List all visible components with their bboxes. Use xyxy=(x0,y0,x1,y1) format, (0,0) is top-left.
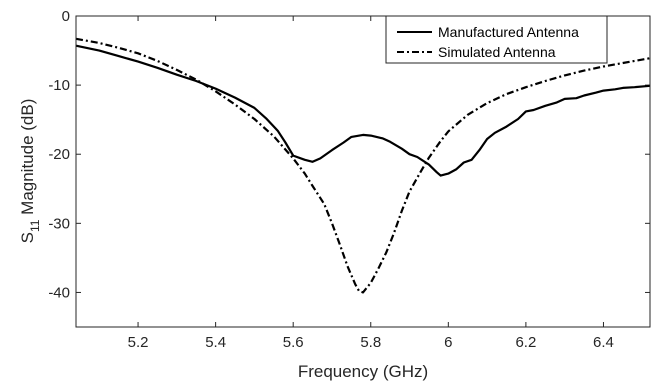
y-axis-label-suffix: Magnitude (dB) xyxy=(18,99,37,220)
y-tick-label: -40 xyxy=(48,284,70,301)
y-tick-label: -10 xyxy=(48,77,70,94)
x-tick-label: 5.8 xyxy=(360,334,381,351)
legend-box xyxy=(385,15,608,64)
series-line-manufactured xyxy=(75,44,651,177)
legend-label-simulated: Simulated Antenna xyxy=(438,44,556,60)
x-tick-label: 6.4 xyxy=(593,334,614,351)
y-axis-label: S11 Magnitude (dB) xyxy=(18,99,42,244)
y-axis-ticks: 0 -10 -20 -30 -40 xyxy=(48,8,650,301)
y-tick-label: 0 xyxy=(62,8,70,25)
y-tick-label: -20 xyxy=(48,146,70,163)
plot-frame xyxy=(75,15,651,328)
y-tick-label: -30 xyxy=(48,215,70,232)
x-tick-label: 5.4 xyxy=(205,334,226,351)
x-tick-label: 5.2 xyxy=(128,334,149,351)
series-line-simulated xyxy=(75,37,651,294)
legend: Manufactured Antenna Simulated Antenna xyxy=(385,15,608,64)
x-tick-label: 6 xyxy=(444,334,452,351)
x-axis-ticks: 5.2 5.4 5.6 5.8 6 6.2 6.4 xyxy=(128,16,614,351)
y-axis-label-prefix: S xyxy=(18,232,37,243)
x-tick-label: 6.2 xyxy=(515,334,536,351)
y-axis-label-subscript: 11 xyxy=(28,219,42,232)
x-tick-label: 5.6 xyxy=(283,334,304,351)
series-layer xyxy=(75,37,651,294)
x-axis-label: Frequency (GHz) xyxy=(298,362,428,381)
legend-label-manufactured: Manufactured Antenna xyxy=(438,24,579,40)
